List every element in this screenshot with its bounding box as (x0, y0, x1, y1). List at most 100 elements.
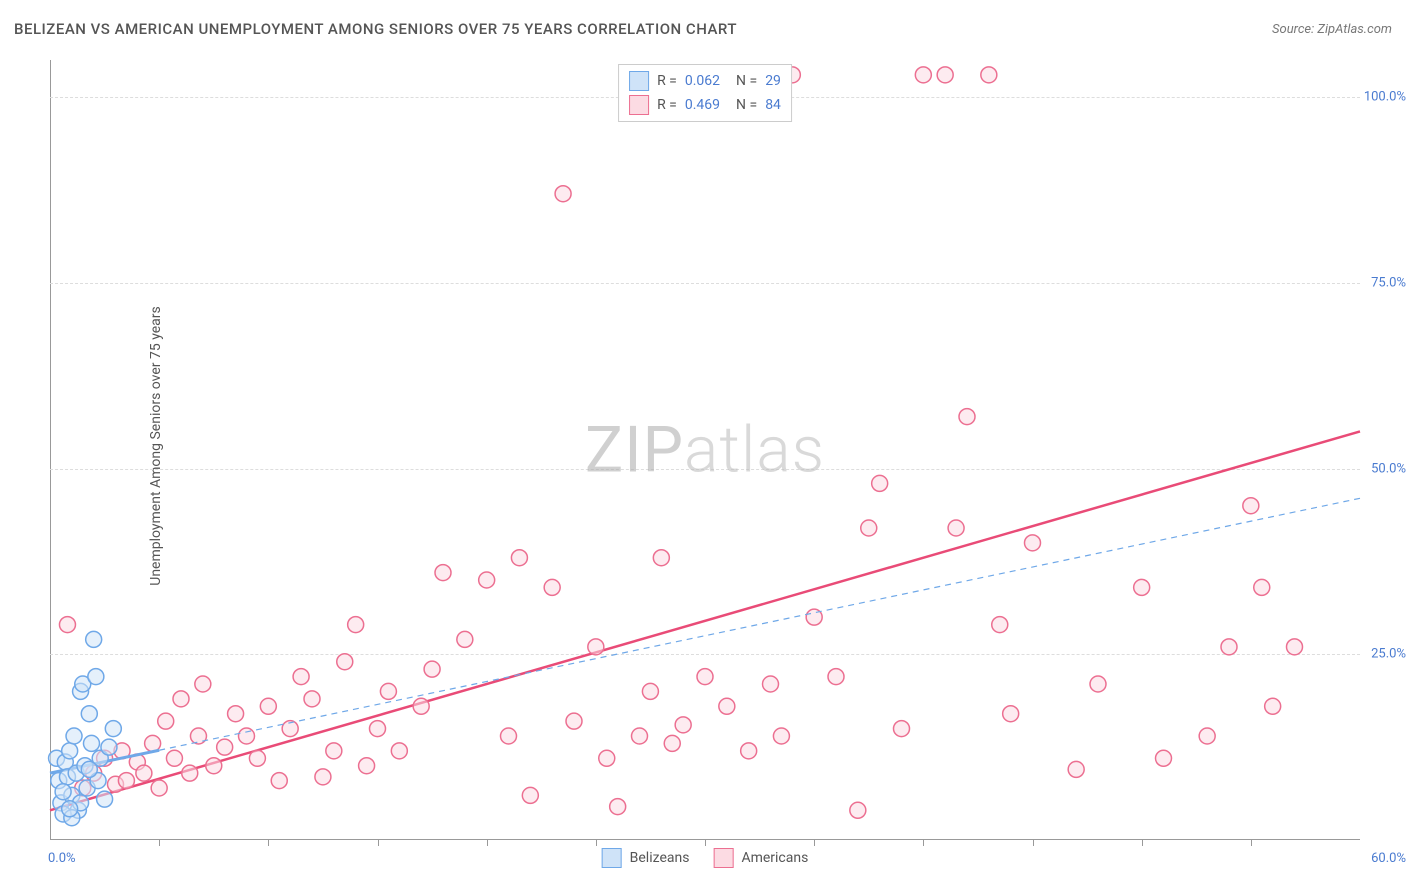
data-point (136, 765, 152, 781)
data-point (101, 739, 117, 755)
y-tick-label: 100.0% (1364, 90, 1406, 105)
data-point (326, 743, 342, 759)
data-point (249, 750, 265, 766)
data-point (555, 186, 571, 202)
legend-n-label: N = (736, 97, 757, 113)
data-point (62, 801, 78, 817)
x-tick (1142, 840, 1143, 846)
legend-n-value: 29 (765, 73, 781, 89)
data-point (118, 773, 134, 789)
x-tick (814, 840, 815, 846)
data-point (1221, 639, 1237, 655)
data-point (1068, 761, 1084, 777)
data-point (664, 735, 680, 751)
series-legend: Belizeans Americans (602, 848, 809, 868)
data-point (435, 565, 451, 581)
data-point (1199, 728, 1215, 744)
legend-n-value: 84 (765, 97, 781, 113)
plot-area: 25.0%50.0%75.0%100.0% ZIPatlas R = 0.062… (50, 60, 1360, 840)
data-point (173, 691, 189, 707)
legend-row-americans: R = 0.469 N = 84 (629, 93, 781, 117)
scatter-svg (50, 60, 1360, 840)
chart-title: BELIZEAN VS AMERICAN UNEMPLOYMENT AMONG … (14, 20, 737, 38)
data-point (424, 661, 440, 677)
x-tick (705, 840, 706, 846)
data-point (304, 691, 320, 707)
data-point (948, 520, 964, 536)
data-point (675, 717, 691, 733)
data-point (588, 639, 604, 655)
x-tick (1033, 840, 1034, 846)
data-point (1090, 676, 1106, 692)
data-point (828, 669, 844, 685)
data-point (315, 769, 331, 785)
data-point (1243, 498, 1259, 514)
data-point (599, 750, 615, 766)
data-point (959, 409, 975, 425)
data-point (348, 617, 364, 633)
data-point (86, 631, 102, 647)
legend-r-label: R = (657, 97, 677, 113)
data-point (158, 713, 174, 729)
x-tick (378, 840, 379, 846)
data-point (937, 67, 953, 83)
data-point (741, 743, 757, 759)
data-point (894, 721, 910, 737)
data-point (1265, 698, 1281, 714)
data-point (413, 698, 429, 714)
data-point (370, 721, 386, 737)
source-label: Source: ZipAtlas.com (1272, 22, 1392, 37)
correlation-legend: R = 0.062 N = 29 R = 0.469 N = 84 (618, 64, 792, 122)
data-point (55, 784, 71, 800)
data-point (293, 669, 309, 685)
data-point (260, 698, 276, 714)
data-point (195, 676, 211, 692)
y-tick-label: 50.0% (1371, 461, 1406, 476)
x-tick (1251, 840, 1252, 846)
data-point (1134, 579, 1150, 595)
data-point (391, 743, 407, 759)
legend-n-label: N = (736, 73, 757, 89)
y-tick-label: 25.0% (1371, 647, 1406, 662)
data-point (190, 728, 206, 744)
data-point (228, 706, 244, 722)
data-point (915, 67, 931, 83)
data-point (457, 631, 473, 647)
data-point (81, 761, 97, 777)
data-point (850, 802, 866, 818)
data-point (1254, 579, 1270, 595)
data-point (83, 735, 99, 751)
data-point (1156, 750, 1172, 766)
x-tick (159, 840, 160, 846)
data-point (206, 758, 222, 774)
data-point (359, 758, 375, 774)
data-point (544, 579, 560, 595)
chart-header: BELIZEAN VS AMERICAN UNEMPLOYMENT AMONG … (14, 20, 1392, 38)
data-point (479, 572, 495, 588)
legend-swatch-icon (602, 848, 622, 868)
data-point (719, 698, 735, 714)
data-point (380, 683, 396, 699)
data-point (653, 550, 669, 566)
data-point (271, 773, 287, 789)
data-point (97, 791, 113, 807)
legend-r-value: 0.062 (685, 73, 720, 89)
x-axis-max-label: 60.0% (1371, 851, 1406, 866)
legend-item-belizeans: Belizeans (602, 848, 690, 868)
x-tick (487, 840, 488, 846)
legend-swatch-icon (629, 71, 649, 91)
data-point (981, 67, 997, 83)
data-point (1025, 535, 1041, 551)
data-point (62, 743, 78, 759)
data-point (522, 787, 538, 803)
data-point (861, 520, 877, 536)
data-point (697, 669, 713, 685)
legend-item-label: Belizeans (630, 850, 690, 866)
data-point (217, 739, 233, 755)
x-tick (596, 840, 597, 846)
data-point (59, 617, 75, 633)
data-point (81, 706, 97, 722)
data-point (992, 617, 1008, 633)
x-axis-min-label: 0.0% (48, 851, 76, 866)
y-tick-label: 75.0% (1371, 275, 1406, 290)
